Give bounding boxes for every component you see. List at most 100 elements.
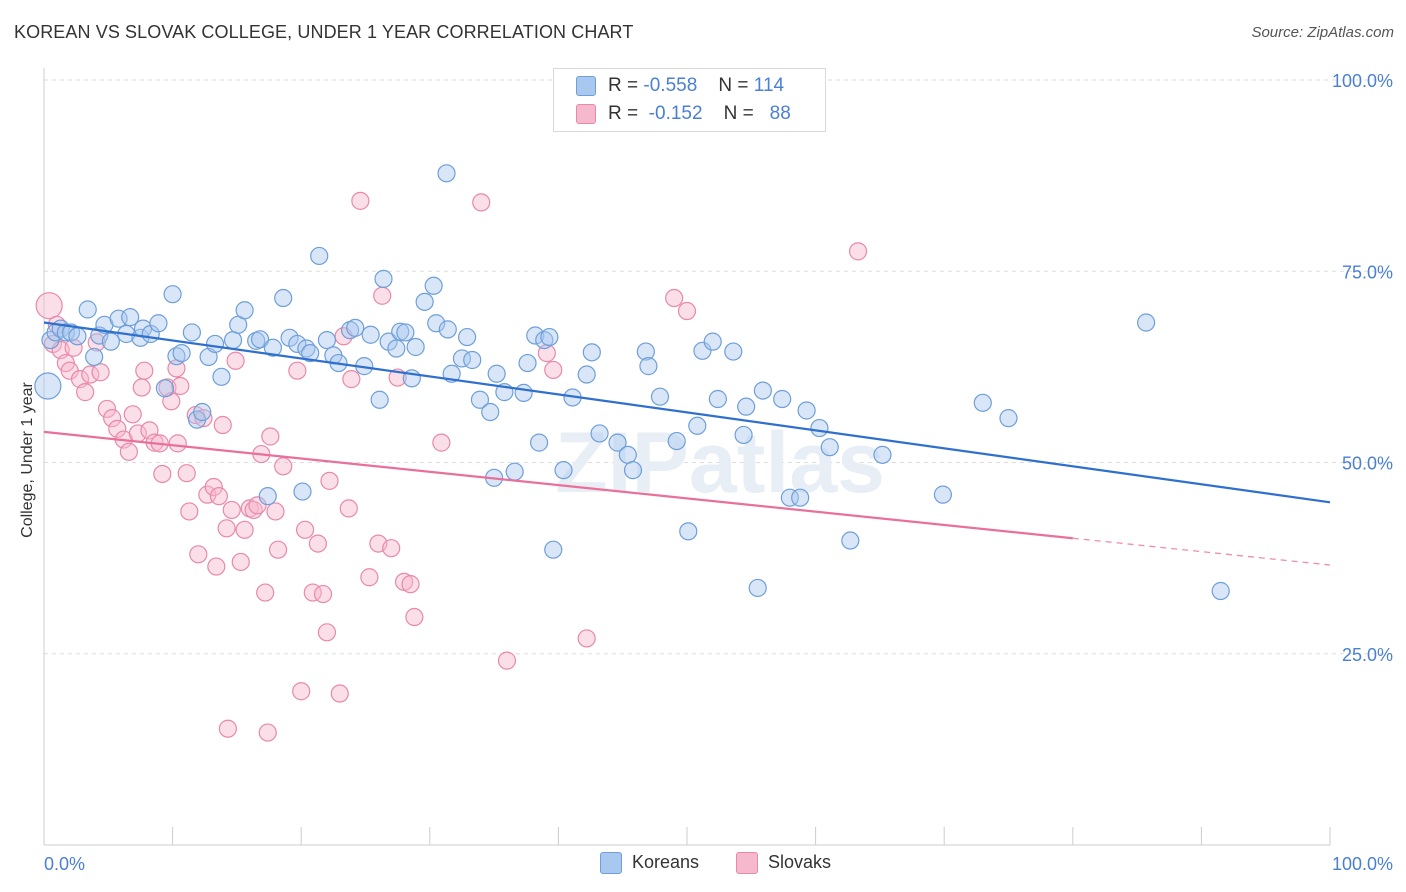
slovak-point <box>248 496 267 515</box>
korean-point <box>526 326 545 345</box>
slovak-point <box>360 568 379 587</box>
korean-point <box>437 164 456 183</box>
slovak-point <box>313 584 333 604</box>
slovak-point <box>171 376 190 396</box>
korean-point <box>317 331 337 350</box>
y-tick-label: 75.0% <box>1342 262 1393 282</box>
korean-point <box>263 338 283 357</box>
korean-point <box>791 488 810 507</box>
korean-point <box>223 331 243 350</box>
slovak-point <box>373 286 392 305</box>
koreans-swatch <box>600 852 622 875</box>
trend-lines <box>43 321 1331 566</box>
slovak-point <box>76 383 95 402</box>
korean-point <box>463 350 482 370</box>
slovak-point <box>135 361 154 380</box>
slovak-point <box>665 288 684 308</box>
korean-point <box>748 578 767 598</box>
korean-point <box>387 339 406 358</box>
korean-point <box>167 347 186 366</box>
legend-n-label: N = <box>723 103 754 124</box>
korean-point <box>235 301 254 320</box>
korean-point <box>288 334 307 354</box>
korean-point <box>753 381 772 400</box>
slovak-point <box>320 471 339 490</box>
korean-point <box>873 445 892 464</box>
korean-point <box>101 332 120 351</box>
korean-point <box>703 332 722 351</box>
korean-point <box>438 320 457 339</box>
slovak-point <box>256 583 275 602</box>
korean-point <box>577 365 596 384</box>
slovak-point <box>119 442 138 461</box>
slovak-point <box>91 363 110 382</box>
slovaks-trend-extension <box>1072 537 1331 566</box>
slovak-point <box>168 434 187 453</box>
y-tick-label: 50.0% <box>1342 454 1393 474</box>
source-label: Source: ZipAtlas.com <box>1251 24 1394 41</box>
slovak-point <box>123 405 142 424</box>
korean-point <box>773 389 792 409</box>
slovak-point <box>258 723 277 742</box>
korean-point <box>406 337 425 357</box>
korean-point <box>68 327 87 346</box>
korean-point <box>623 461 643 480</box>
slovaks-swatch <box>736 852 758 875</box>
legend-n-value: 88 <box>769 103 791 124</box>
korean-point <box>487 364 506 383</box>
korean-point <box>182 323 201 342</box>
slovak-point <box>177 464 196 483</box>
slovak-point <box>213 415 232 435</box>
korean-point <box>514 383 533 402</box>
korean-point <box>34 372 62 400</box>
korean-point <box>933 485 953 504</box>
slovak-point <box>288 361 307 380</box>
korean-point <box>780 488 799 507</box>
korean-point <box>810 418 829 438</box>
slovak-point <box>577 629 596 648</box>
bottom-legend-slovaks: Slovaks <box>736 852 832 875</box>
slovaks-trend-line <box>43 430 1073 540</box>
slovak-point <box>432 433 451 452</box>
korean-point <box>1211 581 1230 601</box>
koreans-trend-line <box>43 321 1331 504</box>
korean-point <box>56 323 75 342</box>
slovak-point <box>231 552 250 572</box>
legend: R = -0.558 N = 114 R = -0.152 N = 88 <box>553 68 826 132</box>
slovak-point <box>497 651 517 670</box>
legend-row-koreans: R = -0.558 N = 114 <box>576 75 784 99</box>
slovak-point <box>204 477 223 497</box>
slovak-point <box>218 719 237 738</box>
korean-point <box>582 343 601 362</box>
korean-point <box>379 332 398 351</box>
korean-point <box>155 379 174 398</box>
slovak-point <box>405 607 424 627</box>
korean-point <box>708 389 727 409</box>
korean-point <box>427 314 446 333</box>
korean-point <box>274 288 293 308</box>
korean-point <box>734 425 753 445</box>
korean-point <box>608 433 627 452</box>
y-tick-label: 25.0% <box>1342 645 1393 665</box>
slovaks-legend-label: Slovaks <box>768 852 832 872</box>
korean-point <box>374 269 393 288</box>
slovak-point <box>472 193 491 212</box>
korean-point <box>841 531 860 550</box>
slovak-point <box>330 684 349 703</box>
korean-point <box>973 393 992 412</box>
korean-point <box>78 300 97 319</box>
slovak-point <box>35 292 63 320</box>
korean-point <box>85 347 104 367</box>
legend-r-label: R = <box>608 103 639 124</box>
korean-point <box>999 409 1018 428</box>
chart-title: KOREAN VS SLOVAK COLLEGE, UNDER 1 YEAR C… <box>14 22 634 42</box>
slovak-point <box>226 351 245 370</box>
slovak-point <box>97 399 117 419</box>
korean-point <box>391 322 410 341</box>
slovak-point <box>401 575 420 594</box>
slovak-point <box>207 557 226 576</box>
slovak-point <box>103 409 122 428</box>
korean-point <box>688 416 707 435</box>
korean-point <box>109 309 128 328</box>
